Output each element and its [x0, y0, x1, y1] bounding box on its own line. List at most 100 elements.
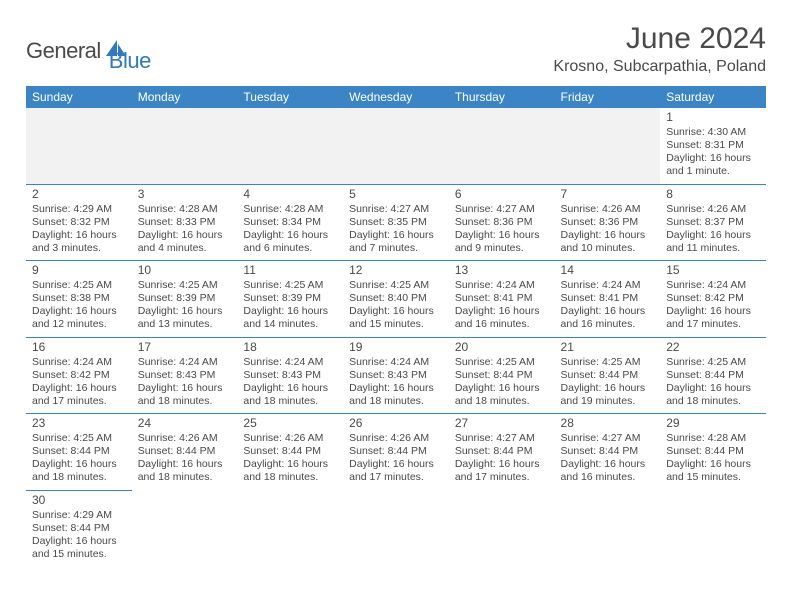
- daylight-line: Daylight: 16 hours and 17 minutes.: [349, 458, 443, 484]
- day-cell: 27Sunrise: 4:27 AMSunset: 8:44 PMDayligh…: [449, 414, 555, 491]
- sunrise-line: Sunrise: 4:28 AM: [666, 432, 760, 445]
- day-cell: 6Sunrise: 4:27 AMSunset: 8:36 PMDaylight…: [449, 184, 555, 261]
- sunrise-line: Sunrise: 4:27 AM: [349, 203, 443, 216]
- week-row: 9Sunrise: 4:25 AMSunset: 8:38 PMDaylight…: [26, 261, 766, 338]
- sunrise-line: Sunrise: 4:29 AM: [32, 509, 126, 522]
- day-number: 18: [243, 340, 337, 355]
- daylight-line: Daylight: 16 hours and 14 minutes.: [243, 305, 337, 331]
- week-row: 30Sunrise: 4:29 AMSunset: 8:44 PMDayligh…: [26, 490, 766, 566]
- daylight-line: Daylight: 16 hours and 18 minutes.: [243, 382, 337, 408]
- sunrise-line: Sunrise: 4:25 AM: [243, 279, 337, 292]
- day-number: 13: [455, 263, 549, 278]
- sunset-line: Sunset: 8:43 PM: [138, 369, 232, 382]
- day-number: 20: [455, 340, 549, 355]
- daylight-line: Daylight: 16 hours and 18 minutes.: [455, 382, 549, 408]
- day-number: 23: [32, 416, 126, 431]
- sunrise-line: Sunrise: 4:24 AM: [666, 279, 760, 292]
- day-cell: [449, 490, 555, 566]
- month-title: June 2024: [553, 22, 766, 56]
- sunset-line: Sunset: 8:44 PM: [138, 445, 232, 458]
- sunrise-line: Sunrise: 4:25 AM: [666, 356, 760, 369]
- day-cell: 3Sunrise: 4:28 AMSunset: 8:33 PMDaylight…: [132, 184, 238, 261]
- daylight-line: Daylight: 16 hours and 18 minutes.: [138, 458, 232, 484]
- title-block: June 2024 Krosno, Subcarpathia, Poland: [553, 22, 766, 76]
- sunrise-line: Sunrise: 4:27 AM: [455, 432, 549, 445]
- daylight-line: Daylight: 16 hours and 18 minutes.: [243, 458, 337, 484]
- sunset-line: Sunset: 8:44 PM: [32, 445, 126, 458]
- daylight-line: Daylight: 16 hours and 6 minutes.: [243, 229, 337, 255]
- day-number: 10: [138, 263, 232, 278]
- sunset-line: Sunset: 8:44 PM: [349, 445, 443, 458]
- day-cell: [132, 490, 238, 566]
- day-number: 3: [138, 187, 232, 202]
- sunset-line: Sunset: 8:39 PM: [138, 292, 232, 305]
- sunset-line: Sunset: 8:33 PM: [138, 216, 232, 229]
- day-cell: [555, 108, 661, 184]
- daylight-line: Daylight: 16 hours and 19 minutes.: [561, 382, 655, 408]
- sunrise-line: Sunrise: 4:28 AM: [138, 203, 232, 216]
- day-cell: 25Sunrise: 4:26 AMSunset: 8:44 PMDayligh…: [237, 414, 343, 491]
- daylight-line: Daylight: 16 hours and 10 minutes.: [561, 229, 655, 255]
- day-number: 24: [138, 416, 232, 431]
- day-cell: [449, 108, 555, 184]
- sunrise-line: Sunrise: 4:24 AM: [243, 356, 337, 369]
- logo-text-blue: Blue: [109, 48, 151, 73]
- day-number: 22: [666, 340, 760, 355]
- day-cell: 17Sunrise: 4:24 AMSunset: 8:43 PMDayligh…: [132, 337, 238, 414]
- daylight-line: Daylight: 16 hours and 12 minutes.: [32, 305, 126, 331]
- sunrise-line: Sunrise: 4:26 AM: [349, 432, 443, 445]
- sunset-line: Sunset: 8:44 PM: [243, 445, 337, 458]
- sunrise-line: Sunrise: 4:25 AM: [32, 432, 126, 445]
- day-cell: 2Sunrise: 4:29 AMSunset: 8:32 PMDaylight…: [26, 184, 132, 261]
- sunset-line: Sunset: 8:41 PM: [561, 292, 655, 305]
- day-cell: [237, 108, 343, 184]
- day-cell: 19Sunrise: 4:24 AMSunset: 8:43 PMDayligh…: [343, 337, 449, 414]
- sunrise-line: Sunrise: 4:27 AM: [561, 432, 655, 445]
- daylight-line: Daylight: 16 hours and 9 minutes.: [455, 229, 549, 255]
- logo: General Blue: [26, 28, 151, 74]
- sunset-line: Sunset: 8:44 PM: [666, 445, 760, 458]
- day-header: Monday: [132, 86, 238, 108]
- day-number: 9: [32, 263, 126, 278]
- day-cell: 12Sunrise: 4:25 AMSunset: 8:40 PMDayligh…: [343, 261, 449, 338]
- sunrise-line: Sunrise: 4:25 AM: [349, 279, 443, 292]
- daylight-line: Daylight: 16 hours and 11 minutes.: [666, 229, 760, 255]
- day-cell: [237, 490, 343, 566]
- daylight-line: Daylight: 16 hours and 18 minutes.: [32, 458, 126, 484]
- daylight-line: Daylight: 16 hours and 16 minutes.: [561, 458, 655, 484]
- sunset-line: Sunset: 8:32 PM: [32, 216, 126, 229]
- day-cell: [343, 490, 449, 566]
- sunrise-line: Sunrise: 4:24 AM: [138, 356, 232, 369]
- sunrise-line: Sunrise: 4:24 AM: [455, 279, 549, 292]
- sunrise-line: Sunrise: 4:27 AM: [455, 203, 549, 216]
- sunrise-line: Sunrise: 4:30 AM: [666, 126, 760, 139]
- day-header: Thursday: [449, 86, 555, 108]
- daylight-line: Daylight: 16 hours and 16 minutes.: [561, 305, 655, 331]
- day-cell: 26Sunrise: 4:26 AMSunset: 8:44 PMDayligh…: [343, 414, 449, 491]
- sunrise-line: Sunrise: 4:26 AM: [666, 203, 760, 216]
- day-number: 12: [349, 263, 443, 278]
- day-number: 4: [243, 187, 337, 202]
- sunset-line: Sunset: 8:44 PM: [455, 445, 549, 458]
- day-cell: 18Sunrise: 4:24 AMSunset: 8:43 PMDayligh…: [237, 337, 343, 414]
- day-cell: 8Sunrise: 4:26 AMSunset: 8:37 PMDaylight…: [660, 184, 766, 261]
- day-number: 25: [243, 416, 337, 431]
- calendar-body: 1Sunrise: 4:30 AMSunset: 8:31 PMDaylight…: [26, 108, 766, 566]
- day-header: Friday: [555, 86, 661, 108]
- sunset-line: Sunset: 8:38 PM: [32, 292, 126, 305]
- day-cell: [343, 108, 449, 184]
- calendar-table: SundayMondayTuesdayWednesdayThursdayFrid…: [26, 86, 766, 566]
- week-row: 1Sunrise: 4:30 AMSunset: 8:31 PMDaylight…: [26, 108, 766, 184]
- sunset-line: Sunset: 8:36 PM: [455, 216, 549, 229]
- day-number: 2: [32, 187, 126, 202]
- day-number: 27: [455, 416, 549, 431]
- sunset-line: Sunset: 8:43 PM: [243, 369, 337, 382]
- day-cell: 15Sunrise: 4:24 AMSunset: 8:42 PMDayligh…: [660, 261, 766, 338]
- sunset-line: Sunset: 8:36 PM: [561, 216, 655, 229]
- daylight-line: Daylight: 16 hours and 18 minutes.: [138, 382, 232, 408]
- daylight-line: Daylight: 16 hours and 18 minutes.: [349, 382, 443, 408]
- sunrise-line: Sunrise: 4:26 AM: [561, 203, 655, 216]
- sunrise-line: Sunrise: 4:26 AM: [138, 432, 232, 445]
- sunrise-line: Sunrise: 4:24 AM: [561, 279, 655, 292]
- sunset-line: Sunset: 8:44 PM: [32, 522, 126, 535]
